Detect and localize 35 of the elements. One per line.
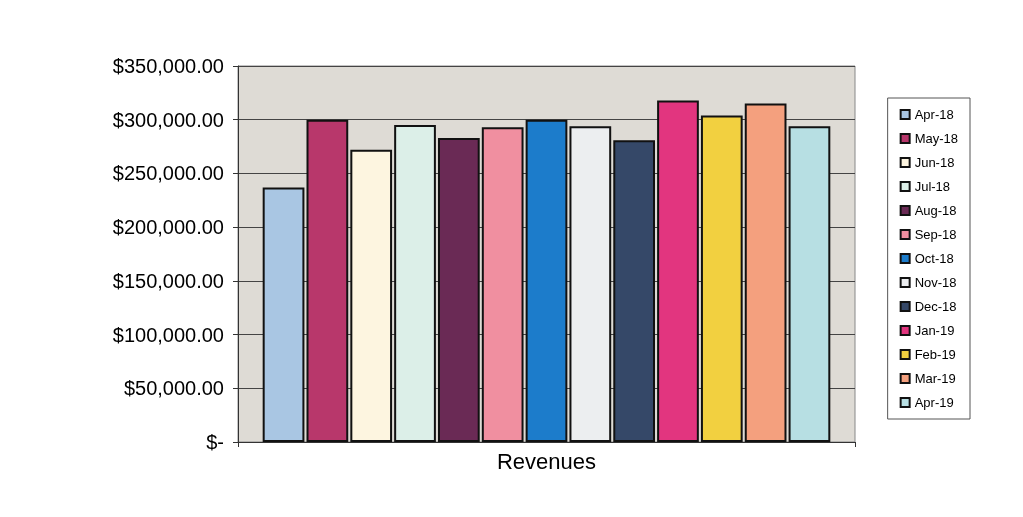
y-tick-label: $200,000.00: [112, 216, 224, 239]
bar: [394, 125, 436, 442]
legend-label: Mar-19: [914, 371, 956, 386]
bar: [350, 149, 393, 442]
legend-label: May-18: [914, 131, 959, 146]
y-tick-label: $300,000.00: [112, 108, 224, 131]
y-tick-label: $50,000.00: [123, 377, 224, 400]
y-tick-label: $150,000.00: [112, 269, 224, 292]
y-tick-label: $100,000.00: [112, 323, 224, 346]
bar: [306, 119, 349, 442]
bar: [262, 187, 305, 442]
y-tick-label: $350,000.00: [112, 55, 224, 77]
bar: [744, 103, 787, 442]
x-tick-label: Revenues: [496, 448, 597, 474]
bar: [700, 115, 743, 442]
y-tick-label: $250,000.00: [112, 162, 224, 185]
bar: [788, 126, 831, 442]
legend-label: Dec-18: [914, 299, 957, 314]
y-tick-label: $-: [206, 431, 224, 453]
bar: [437, 137, 480, 442]
legend-label: Nov-18: [914, 275, 957, 290]
bar: [481, 127, 524, 442]
bar: [613, 140, 656, 442]
legend-label: Sep-18: [914, 227, 957, 242]
legend-label: Apr-19: [914, 395, 954, 410]
legend-label: Feb-19: [914, 347, 956, 362]
legend-label: Jul-18: [914, 179, 951, 194]
legend-label: Jun-18: [914, 155, 955, 170]
bar: [657, 100, 699, 442]
bar: [569, 126, 612, 442]
legend-label: Apr-18: [914, 107, 954, 122]
legend-label: Aug-18: [914, 203, 957, 218]
bar: [525, 119, 568, 442]
legend-label: Oct-18: [914, 251, 954, 266]
legend-label: Jan-19: [914, 323, 955, 338]
